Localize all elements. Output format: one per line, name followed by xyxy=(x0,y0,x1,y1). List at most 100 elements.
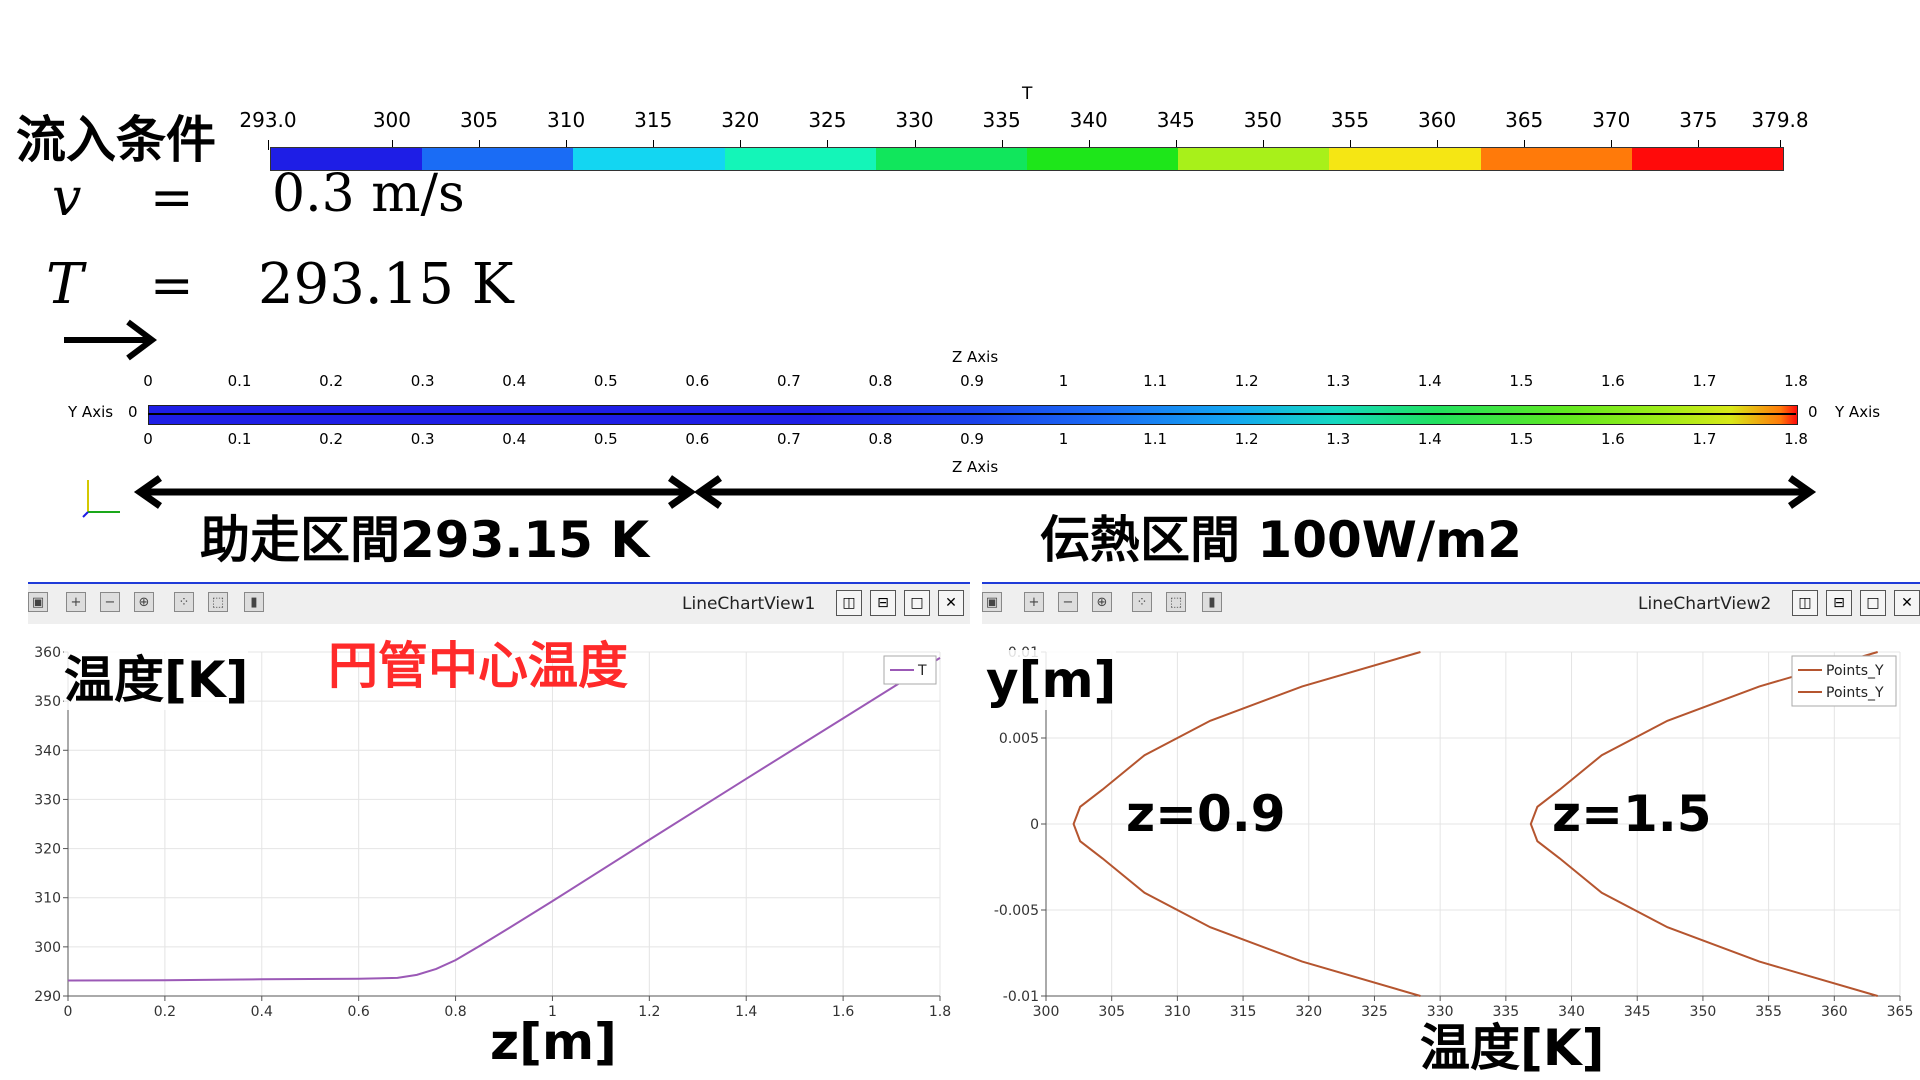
colorbar-tick-mark xyxy=(914,140,916,150)
x-tick-label: 340 xyxy=(1558,1004,1585,1020)
colorbar-tick-mark xyxy=(1524,140,1526,150)
x-tick-label: 320 xyxy=(1295,1004,1322,1020)
x-tick-label: 0.2 xyxy=(154,1004,176,1020)
right-view-toolbar: ▣ + − ⊕ ⁘ ⬚ ▮ LineChartView2 ◫ ⊟ □ ✕ xyxy=(982,582,1920,624)
split-horizontal-icon[interactable]: ◫ xyxy=(1792,590,1818,616)
legend-label: Points_Y xyxy=(1826,663,1884,679)
maximize-icon[interactable]: □ xyxy=(1860,590,1886,616)
z-tick-label: 1.4 xyxy=(1417,372,1442,390)
colorbar-tick-mark xyxy=(1698,140,1700,150)
x-tick-label: 315 xyxy=(1230,1004,1257,1020)
temperature-equals: = xyxy=(150,256,194,316)
velocity-symbol: v xyxy=(52,168,82,228)
x-tick-label: 1 xyxy=(548,1004,557,1020)
zoom-out-icon[interactable]: − xyxy=(100,592,120,612)
colorbar-tick-labels: 293.0 300 305 310 315 320 325 330 335 340 345 350 35… xyxy=(0,108,1920,150)
series-line xyxy=(1529,651,1878,997)
z-tick-label: 0.9 xyxy=(960,372,984,390)
radial-temperature-chart: 300 305 310 315 320 325 330 335 340 345 350 355 360 3… xyxy=(982,624,1920,1060)
y-axis-zero-right: 0 xyxy=(1808,403,1818,421)
pipe-centerline xyxy=(148,413,1796,415)
colorbar-tick-label: 375 xyxy=(1679,108,1718,132)
split-vertical-icon[interactable]: ⊟ xyxy=(1826,590,1852,616)
y-tick-label: -0.005 xyxy=(994,903,1039,919)
x-tick-label: 345 xyxy=(1624,1004,1651,1020)
x-tick-label: 350 xyxy=(1690,1004,1717,1020)
colorbar-segment xyxy=(422,148,574,170)
annotation-z-1-5: z=1.5 xyxy=(1552,785,1712,843)
z-tick-label: 0.8 xyxy=(868,430,893,448)
close-icon[interactable]: ✕ xyxy=(1894,590,1920,616)
z-tick-label: 0.7 xyxy=(776,430,801,448)
select-region-icon[interactable]: ⬚ xyxy=(208,592,228,612)
zoom-to-box-icon[interactable]: ⊕ xyxy=(134,592,154,612)
z-tick-label: 1.4 xyxy=(1417,430,1442,448)
z-tick-label: 1.8 xyxy=(1784,430,1808,448)
z-tick-labels-top: 0 0.1 0.2 0.3 0.4 0.5 0.6 0.7 0.8 0.9 1 1.1 1.2 1.3 1.… xyxy=(0,372,1920,392)
z-axis-label-bottom: Z Axis xyxy=(952,458,999,476)
colorbar-segment xyxy=(573,148,725,170)
velocity-value: 0.3 m/s xyxy=(272,164,465,224)
select-points-icon[interactable]: ⁘ xyxy=(174,592,194,612)
x-tick-label: 300 xyxy=(1033,1004,1060,1020)
zoom-in-icon[interactable]: + xyxy=(66,592,86,612)
legend-label: Points_Y xyxy=(1826,685,1884,701)
select-points-icon[interactable]: ⁘ xyxy=(1132,592,1152,612)
z-tick-label: 0.3 xyxy=(410,430,435,448)
z-tick-label: 1.7 xyxy=(1692,372,1717,390)
zoom-to-box-icon[interactable]: ⊕ xyxy=(1092,592,1112,612)
z-tick-label: 0.1 xyxy=(227,430,252,448)
y-axis-zero-left: 0 xyxy=(128,403,138,421)
x-tick-label: 0.6 xyxy=(348,1004,370,1020)
camera-icon[interactable]: ▣ xyxy=(982,592,1002,612)
colorbar-tick-label: 360 xyxy=(1418,108,1457,132)
y-tick-label: 330 xyxy=(34,792,61,808)
right-chart-xlabel: 温度[K] xyxy=(1420,1019,1605,1077)
colorbar-tick-label: 335 xyxy=(982,108,1021,132)
x-tick-label: 330 xyxy=(1427,1004,1454,1020)
y-tick-label: 360 xyxy=(34,645,61,661)
close-icon[interactable]: ✕ xyxy=(938,590,964,616)
colorbar-segment xyxy=(875,148,1028,170)
left-view-toolbar: ▣ + − ⊕ ⁘ ⬚ ▮ LineChartView1 ◫ ⊟ □ ✕ xyxy=(28,582,970,624)
z-tick-label: 0.8 xyxy=(868,372,893,390)
colorbar-segment xyxy=(1027,148,1179,170)
z-tick-label: 0.2 xyxy=(319,372,344,390)
z-tick-label: 1.3 xyxy=(1326,430,1351,448)
select-region-icon[interactable]: ⬚ xyxy=(1166,592,1186,612)
maximize-icon[interactable]: □ xyxy=(904,590,930,616)
z-tick-label: 1.5 xyxy=(1509,372,1534,390)
run-up-section-label: 助走区間293.15 K xyxy=(200,511,650,569)
colorbar-segment xyxy=(1631,148,1784,170)
z-tick-label: 1.5 xyxy=(1509,430,1534,448)
z-tick-label: 1.2 xyxy=(1234,430,1259,448)
colorbar-tick-label: 315 xyxy=(634,108,673,132)
colorbar-tick-label: 325 xyxy=(808,108,847,132)
x-tick-label: 0 xyxy=(64,1004,73,1020)
flow-arrow-icon xyxy=(64,319,157,361)
y-tick-label: 300 xyxy=(34,940,61,956)
legend-box xyxy=(1791,655,1897,707)
z-tick-label: 1.3 xyxy=(1326,372,1351,390)
colorbar-tick-label: 365 xyxy=(1505,108,1544,132)
colorbar-title: T xyxy=(1022,84,1033,104)
orientation-axes-icon xyxy=(82,480,120,518)
trash-icon[interactable]: ▮ xyxy=(244,592,264,612)
split-vertical-icon[interactable]: ⊟ xyxy=(870,590,896,616)
colorbar-tick-mark xyxy=(391,140,393,150)
z-tick-label: 0.5 xyxy=(593,372,618,390)
split-horizontal-icon[interactable]: ◫ xyxy=(836,590,862,616)
colorbar-tick-label: 305 xyxy=(459,108,499,132)
z-tick-label: 0 xyxy=(143,430,153,448)
colorbar xyxy=(270,147,1784,171)
zoom-in-icon[interactable]: + xyxy=(1024,592,1044,612)
z-tick-label: 1.7 xyxy=(1692,430,1717,448)
colorbar-tick-label: 300 xyxy=(372,108,412,132)
colorbar-tick-mark xyxy=(1437,140,1439,150)
zoom-out-icon[interactable]: − xyxy=(1058,592,1078,612)
colorbar-tick-mark xyxy=(1001,140,1003,150)
left-view-name: LineChartView1 xyxy=(682,594,816,614)
trash-icon[interactable]: ▮ xyxy=(1202,592,1222,612)
z-tick-label: 0.6 xyxy=(685,372,710,390)
camera-icon[interactable]: ▣ xyxy=(28,592,48,612)
